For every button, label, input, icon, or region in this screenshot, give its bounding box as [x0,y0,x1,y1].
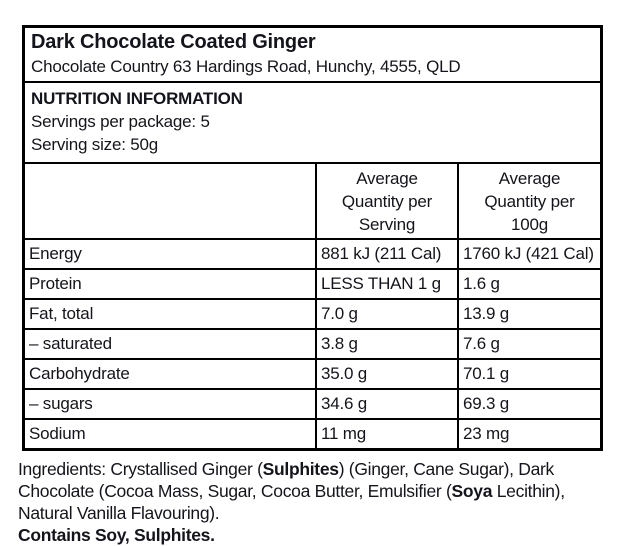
per-serving-value: LESS THAN 1 g [315,268,459,300]
per-100g-value: 69.3 g [457,388,600,420]
column-header-empty [25,164,317,240]
servings-per-package: Servings per package: 5 [31,112,210,131]
nutrition-table: Average Quantity per Serving Average Qua… [25,164,600,448]
manufacturer-address: Chocolate Country 63 Hardings Road, Hunc… [31,57,461,76]
ingredients-text: Ingredients: Crystallised Ginger (Sulphi… [18,459,565,523]
nutrient-name: Energy [25,238,317,270]
table-row-energy: Energy 881 kJ (211 Cal) 1760 kJ (421 Cal… [25,238,600,270]
nutrition-panel: Dark Chocolate Coated Ginger Chocolate C… [22,25,603,451]
nutrient-name: – saturated [25,328,317,360]
per-serving-value: 3.8 g [315,328,459,360]
per-100g-value: 13.9 g [457,298,600,330]
nutrient-name: Protein [25,268,317,300]
column-header-per-serving: Average Quantity per Serving [315,164,459,240]
product-title: Dark Chocolate Coated Ginger [31,31,316,53]
nutrient-name: – sugars [25,388,317,420]
column-header-per-100g: Average Quantity per 100g [457,164,600,240]
table-row-sugars: – sugars 34.6 g 69.3 g [25,388,600,420]
nutrient-name: Carbohydrate [25,358,317,390]
per-serving-value: 881 kJ (211 Cal) [315,238,459,270]
table-header-row: Average Quantity per Serving Average Qua… [25,164,600,240]
nutrition-info-block: NUTRITION INFORMATION Servings per packa… [25,83,600,164]
per-100g-value: 70.1 g [457,358,600,390]
per-100g-value: 23 mg [457,418,600,448]
per-serving-value: 7.0 g [315,298,459,330]
per-100g-value: 1.6 g [457,268,600,300]
nutrient-name: Fat, total [25,298,317,330]
table-row-sodium: Sodium 11 mg 23 mg [25,418,600,448]
table-row-carbohydrate: Carbohydrate 35.0 g 70.1 g [25,358,600,390]
table-row-protein: Protein LESS THAN 1 g 1.6 g [25,268,600,300]
contains-statement: Contains Soy, Sulphites. [18,525,215,545]
table-row-fat-total: Fat, total 7.0 g 13.9 g [25,298,600,330]
per-serving-value: 35.0 g [315,358,459,390]
serving-size: Serving size: 50g [31,135,159,154]
per-serving-value: 34.6 g [315,388,459,420]
nutrition-info-heading: NUTRITION INFORMATION [31,89,243,108]
per-100g-value: 7.6 g [457,328,600,360]
per-serving-value: 11 mg [315,418,459,448]
title-block: Dark Chocolate Coated Ginger Chocolate C… [25,28,600,83]
table-row-saturated: – saturated 3.8 g 7.6 g [25,328,600,360]
nutrient-name: Sodium [25,418,317,448]
per-100g-value: 1760 kJ (421 Cal) [457,238,600,270]
